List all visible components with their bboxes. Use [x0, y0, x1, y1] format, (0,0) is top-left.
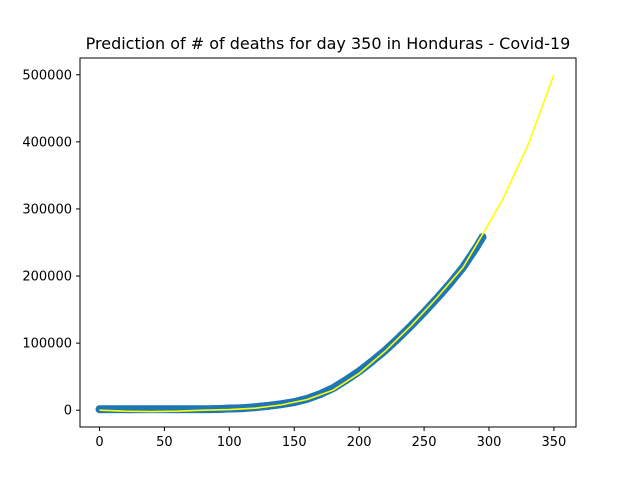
- y-tick-label: 500000: [22, 68, 72, 83]
- y-axis: 0 100000 200000 300000 400000 500000: [22, 68, 80, 419]
- chart-title: Prediction of # of deaths for day 350 in…: [86, 34, 571, 53]
- x-tick-label: 100: [217, 435, 242, 450]
- plot-area: [80, 58, 576, 427]
- x-tick-label: 200: [347, 435, 372, 450]
- x-tick-label: 50: [156, 435, 173, 450]
- x-tick-label: 150: [282, 435, 307, 450]
- x-axis: 0 50 100 150 200 250 300 350: [95, 427, 566, 450]
- x-tick-label: 300: [477, 435, 502, 450]
- x-tick-label: 250: [412, 435, 437, 450]
- fit-line: [99, 74, 555, 413]
- y-tick-label: 300000: [22, 202, 72, 217]
- x-tick-label: 350: [542, 435, 567, 450]
- y-tick-label: 400000: [22, 135, 72, 150]
- axes-frame: [79, 57, 577, 428]
- y-tick-label: 0: [64, 404, 72, 419]
- fit-series: [99, 74, 555, 413]
- x-tick-label: 0: [95, 435, 103, 450]
- y-tick-label: 100000: [22, 337, 72, 352]
- y-tick-label: 200000: [22, 270, 72, 285]
